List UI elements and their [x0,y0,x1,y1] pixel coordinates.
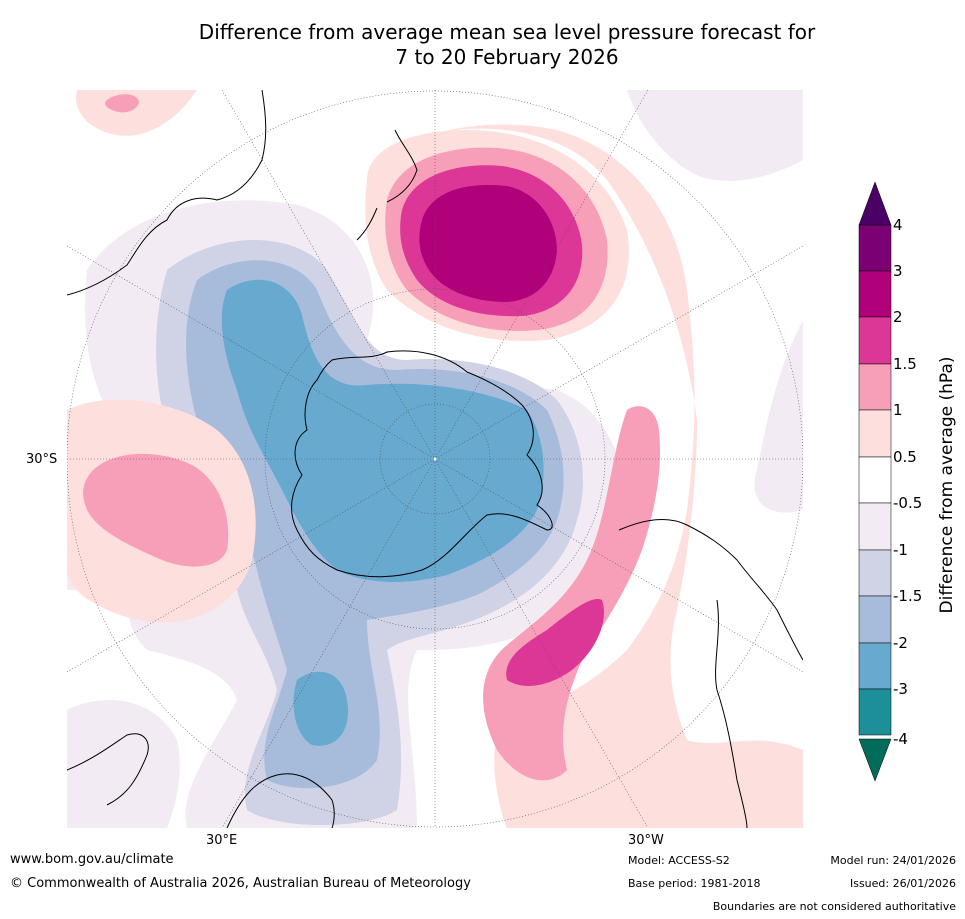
title-line-1: Difference from average mean sea level p… [198,20,816,44]
colorbar-segment-minus-1.5-2 [858,595,892,644]
contour-plus-2 [419,185,557,302]
colorbar-tick-label: 2 [893,308,903,326]
new-zealand-coastline [356,129,418,241]
lon-label-30e: 30°E [206,833,238,848]
colorbar-under-triangle [858,738,892,782]
east-pacific-negative [754,320,803,513]
chart-title: Difference from average mean sea level p… [0,20,965,70]
colorbar-segment-2-3 [858,270,892,318]
colorbar-tick-label: -0.5 [893,494,922,512]
colorbar-tick-label: -1 [893,541,908,559]
north-pacific-negative [627,90,803,181]
colorbar-title: Difference from average (hPa) [937,356,957,614]
colorbar-segment-0.5-1 [858,409,892,458]
footer-model: Model: ACCESS-S2 [628,854,730,867]
contour-plus-0.5 [367,124,803,828]
colorbar-tick-label: -2 [893,634,908,652]
colorbar-tick-label: -4 [893,730,908,748]
colorbar-segment-1.5-2 [858,316,892,365]
colorbar-segment-minus-1-1.5 [858,549,892,597]
negative-anomaly-region [67,200,627,828]
south-pole-marker [433,457,437,461]
positive-anomaly-atlantic [483,406,661,781]
contour-minus-2-south [293,671,348,746]
colorbar-over-triangle [858,181,892,226]
south-america-coastline [618,519,803,828]
north-indian-positive-core [104,94,139,113]
footer-website[interactable]: www.bom.gov.au/climate [10,852,174,867]
colorbar-tick-label: -3 [893,680,908,698]
lat-label-30s: 30°S [26,452,58,467]
lon-label-30w: 30°W [628,833,664,848]
colorbar-tick-label: 1 [893,401,903,419]
southwest-negative [67,700,180,828]
footer-copyright: © Commonwealth of Australia 2026, Austra… [10,876,471,891]
contour-minus-2 [221,279,544,582]
footer-model-run: Model run: 24/01/2026 [830,854,956,867]
colorbar-segment-neutral [858,456,892,504]
colorbar-tick-label: 1.5 [893,355,917,373]
positive-anomaly-tasman [365,124,803,828]
footer-disclaimer: Boundaries are not considered authoritat… [712,900,956,913]
africa-coastline [67,733,335,828]
colorbar-tick-label: 0.5 [893,448,917,466]
colorbar-segment-3-4 [858,224,892,272]
indian-contour-plus-1 [83,453,229,567]
antarctica-coastline [291,350,553,578]
title-line-2: 7 to 20 February 2026 [395,45,619,69]
atlantic-contour-plus-1.5 [506,599,604,686]
colorbar-segment-minus-3-4 [858,688,892,736]
colorbar-tick-label: -1.5 [893,587,922,605]
colorbar-tick-label: 4 [893,216,903,234]
colorbar-segment-minus-0.5-1 [858,502,892,551]
positive-anomaly-indian [67,399,256,623]
colorbar-segment-1-1.5 [858,363,892,411]
footer-base-period: Base period: 1981-2018 [628,877,761,890]
colorbar: 4 3 2 1.5 1 0.5 -0.5 -1 -1.5 -2 -3 -4 [858,181,922,782]
polar-map [67,90,803,828]
colorbar-segment-minus-2-3 [858,642,892,690]
colorbar-tick-label: 3 [893,262,903,280]
footer-issued: Issued: 26/01/2026 [849,877,956,890]
atlantic-contour-plus-1 [483,406,661,781]
